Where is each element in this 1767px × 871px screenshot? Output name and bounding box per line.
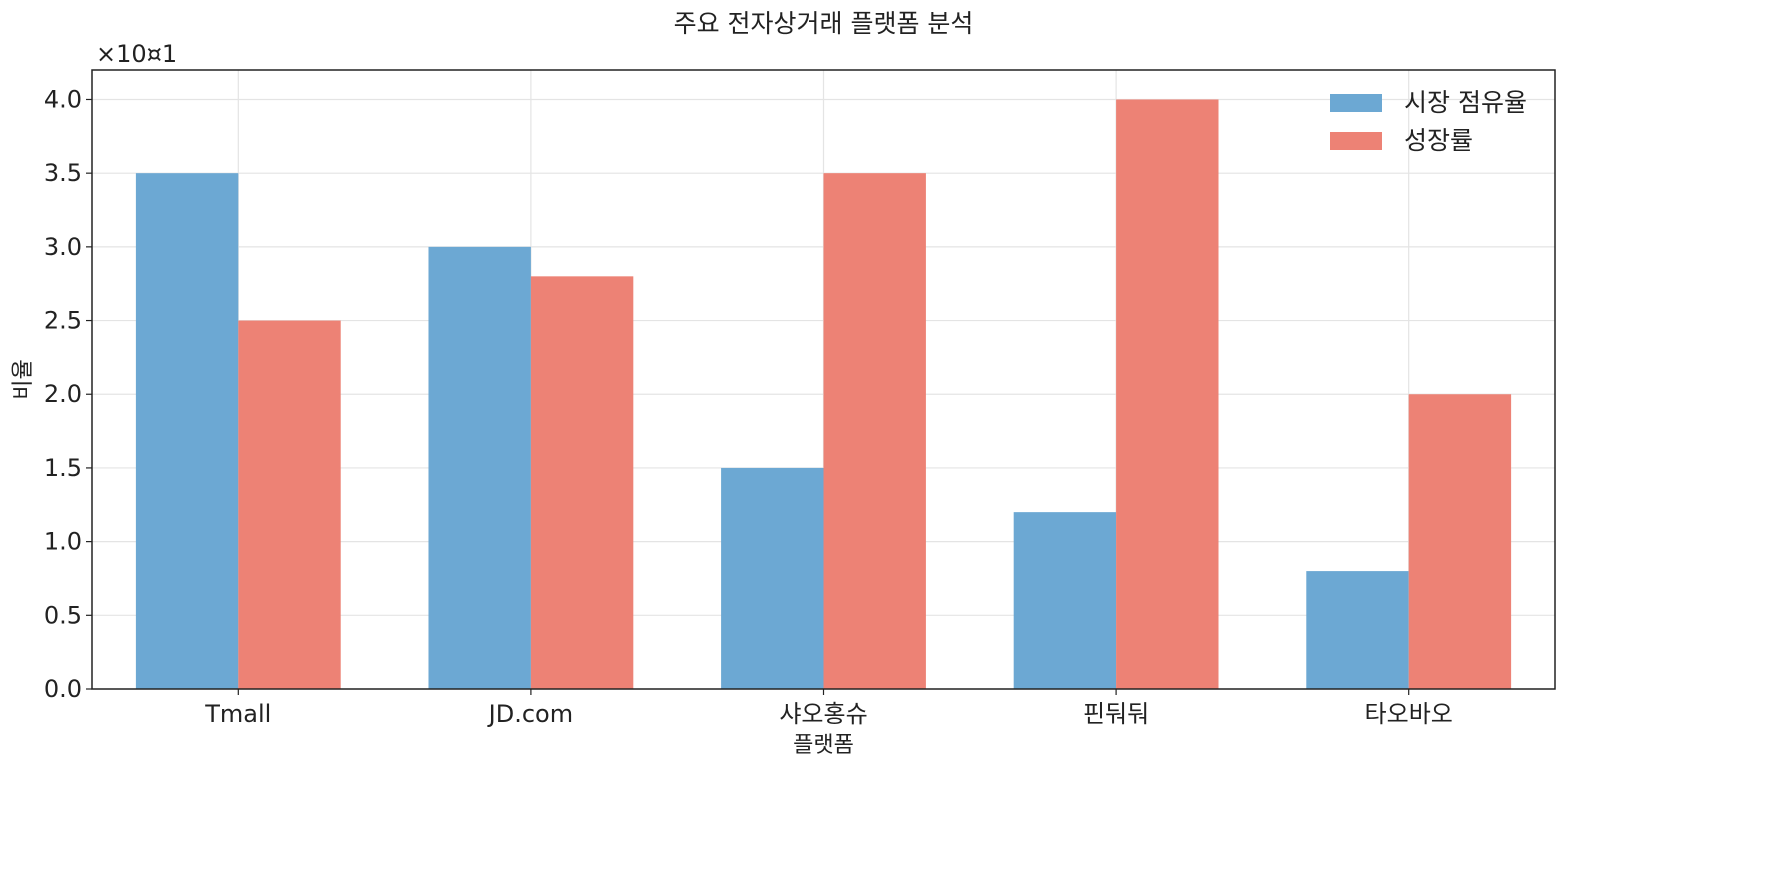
y-tick-label: 3.0 — [44, 233, 82, 261]
x-tick-label: 핀둬둬 — [1083, 700, 1149, 728]
bar-growth-rate — [238, 320, 341, 689]
legend-swatch-market-share — [1330, 94, 1382, 112]
x-tick-label: 타오바오 — [1365, 700, 1453, 728]
bar-market-share — [1306, 571, 1409, 689]
y-tick-label: 0.5 — [44, 601, 82, 629]
bar-market-share — [428, 246, 531, 689]
bars-layer — [135, 99, 1512, 689]
bar-market-share — [135, 173, 239, 689]
legend-swatch-growth-rate — [1330, 132, 1382, 150]
y-tick-label: 3.5 — [44, 159, 82, 187]
y-axis-label: 비율 — [11, 359, 36, 399]
bar-growth-rate — [823, 173, 926, 689]
bar-market-share — [721, 467, 824, 689]
legend-label-growth-rate: 성장률 — [1404, 126, 1473, 155]
x-tick-label: JD.com — [487, 700, 573, 728]
y-tick-label: 0.0 — [44, 675, 82, 703]
y-tick-label: 1.5 — [44, 454, 82, 482]
x-tick-label: Tmall — [204, 700, 271, 728]
y-axis-offset-label: ×10¤1 — [96, 40, 177, 68]
x-tick-label: 샤오홍슈 — [779, 700, 867, 728]
ticks-layer: 0.0 0.5 1.0 1.5 2.0 2.5 3.0 3.5 4.0 Tmall JD.com 샤오… — [44, 85, 1453, 728]
bar-growth-rate — [1116, 99, 1219, 689]
legend-label-market-share: 시장 점유율 — [1404, 88, 1527, 117]
bar-growth-rate — [530, 276, 634, 689]
y-tick-label: 2.0 — [44, 380, 82, 408]
y-tick-label: 2.5 — [44, 307, 82, 335]
bar-market-share — [1013, 512, 1117, 689]
y-tick-label: 4.0 — [44, 85, 82, 113]
bar-growth-rate — [1408, 394, 1512, 689]
y-tick-label: 1.0 — [44, 528, 82, 556]
x-axis-label: 플랫폼 — [793, 733, 854, 758]
chart-title: 주요 전자상거래 플랫폼 분석 — [674, 9, 974, 38]
